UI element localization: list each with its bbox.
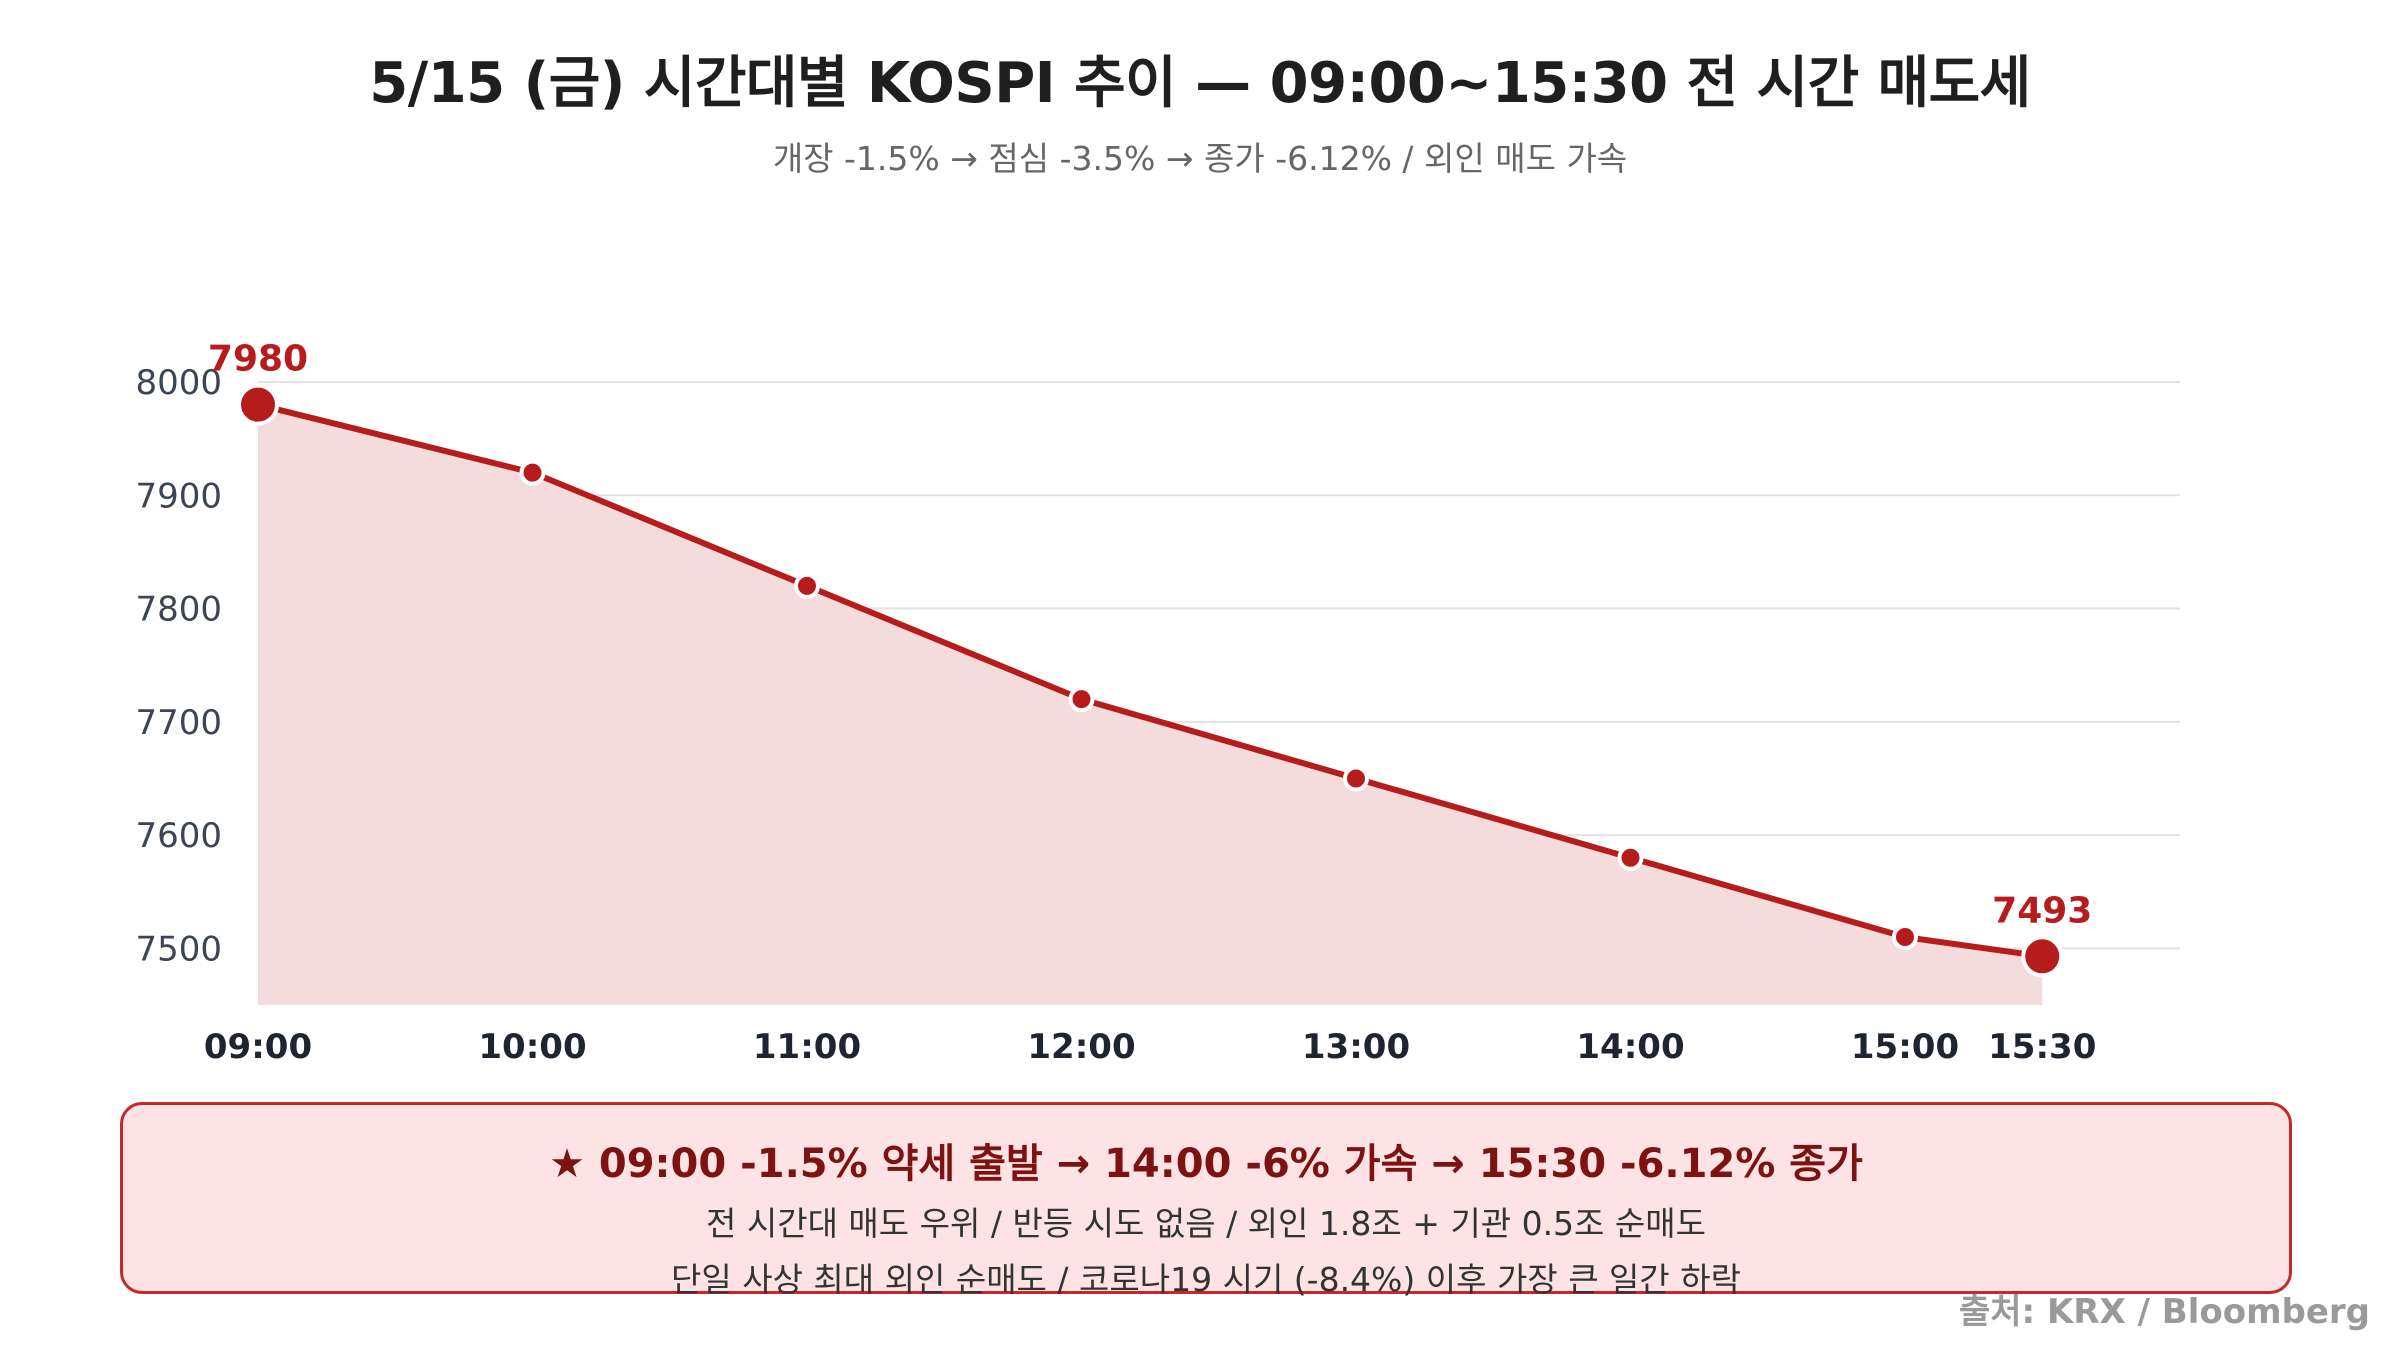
y-tick-label-8000: 8000 [135,363,222,403]
y-tick-label-7600: 7600 [135,816,222,856]
x-tick-label-09:00: 09:00 [204,1027,312,1067]
x-tick-label-15:30: 15:30 [1988,1027,2096,1067]
data-label-7980: 7980 [208,339,308,380]
x-tick-label-15:00: 15:00 [1851,1027,1959,1067]
data-point-14:00 [1617,844,1644,871]
summary-callout: ★ 09:00 -1.5% 약세 출발 → 14:00 -6% 가속 → 15:… [120,1102,2292,1299]
data-point-15:30 [2021,935,2064,978]
data-label-7493: 7493 [1992,890,2092,931]
x-tick-label-13:00: 13:00 [1302,1027,1410,1067]
x-tick-label-11:00: 11:00 [753,1027,861,1067]
callout-line-2: 단일 사상 최대 외인 순매도 / 코로나19 시기 (-8.4%) 이후 가장… [671,1260,1741,1299]
y-tick-label-7500: 7500 [135,929,222,969]
chart-subtitle: 개장 -1.5% → 점심 -3.5% → 종가 -6.12% / 외인 매도 … [772,139,1628,178]
x-tick-label-10:00: 10:00 [478,1027,586,1067]
callout-line-1: 전 시간대 매도 우위 / 반등 시도 없음 / 외인 1.8조 + 기관 0.… [706,1204,1706,1243]
chart-title: 5/15 (금) 시간대별 KOSPI 추이 — 09:00~15:30 전 시… [369,51,2031,116]
x-tick-label-14:00: 14:00 [1576,1027,1684,1067]
data-point-15:00 [1892,924,1918,951]
series-line [255,401,2046,960]
callout-headline: ★ 09:00 -1.5% 약세 출발 → 14:00 -6% 가속 → 15:… [549,1141,1863,1187]
source-note: 출처: KRX / Bloomberg [1958,1292,2370,1332]
y-tick-label-7800: 7800 [135,590,222,630]
kospi-line-chart: 8000 7900 7800 7700 7600 7500 7980 7493 09:00 10:… [135,339,2180,1067]
data-point-10:00 [519,459,546,486]
data-point-13:00 [1343,765,1369,792]
data-point-11:00 [794,572,820,599]
data-point-12:00 [1068,686,1095,713]
y-tick-label-7700: 7700 [135,703,222,743]
series-area [258,404,2043,1005]
data-point-09:00 [237,383,279,426]
x-tick-label-12:00: 12:00 [1027,1027,1135,1067]
y-tick-label-7900: 7900 [135,476,222,516]
